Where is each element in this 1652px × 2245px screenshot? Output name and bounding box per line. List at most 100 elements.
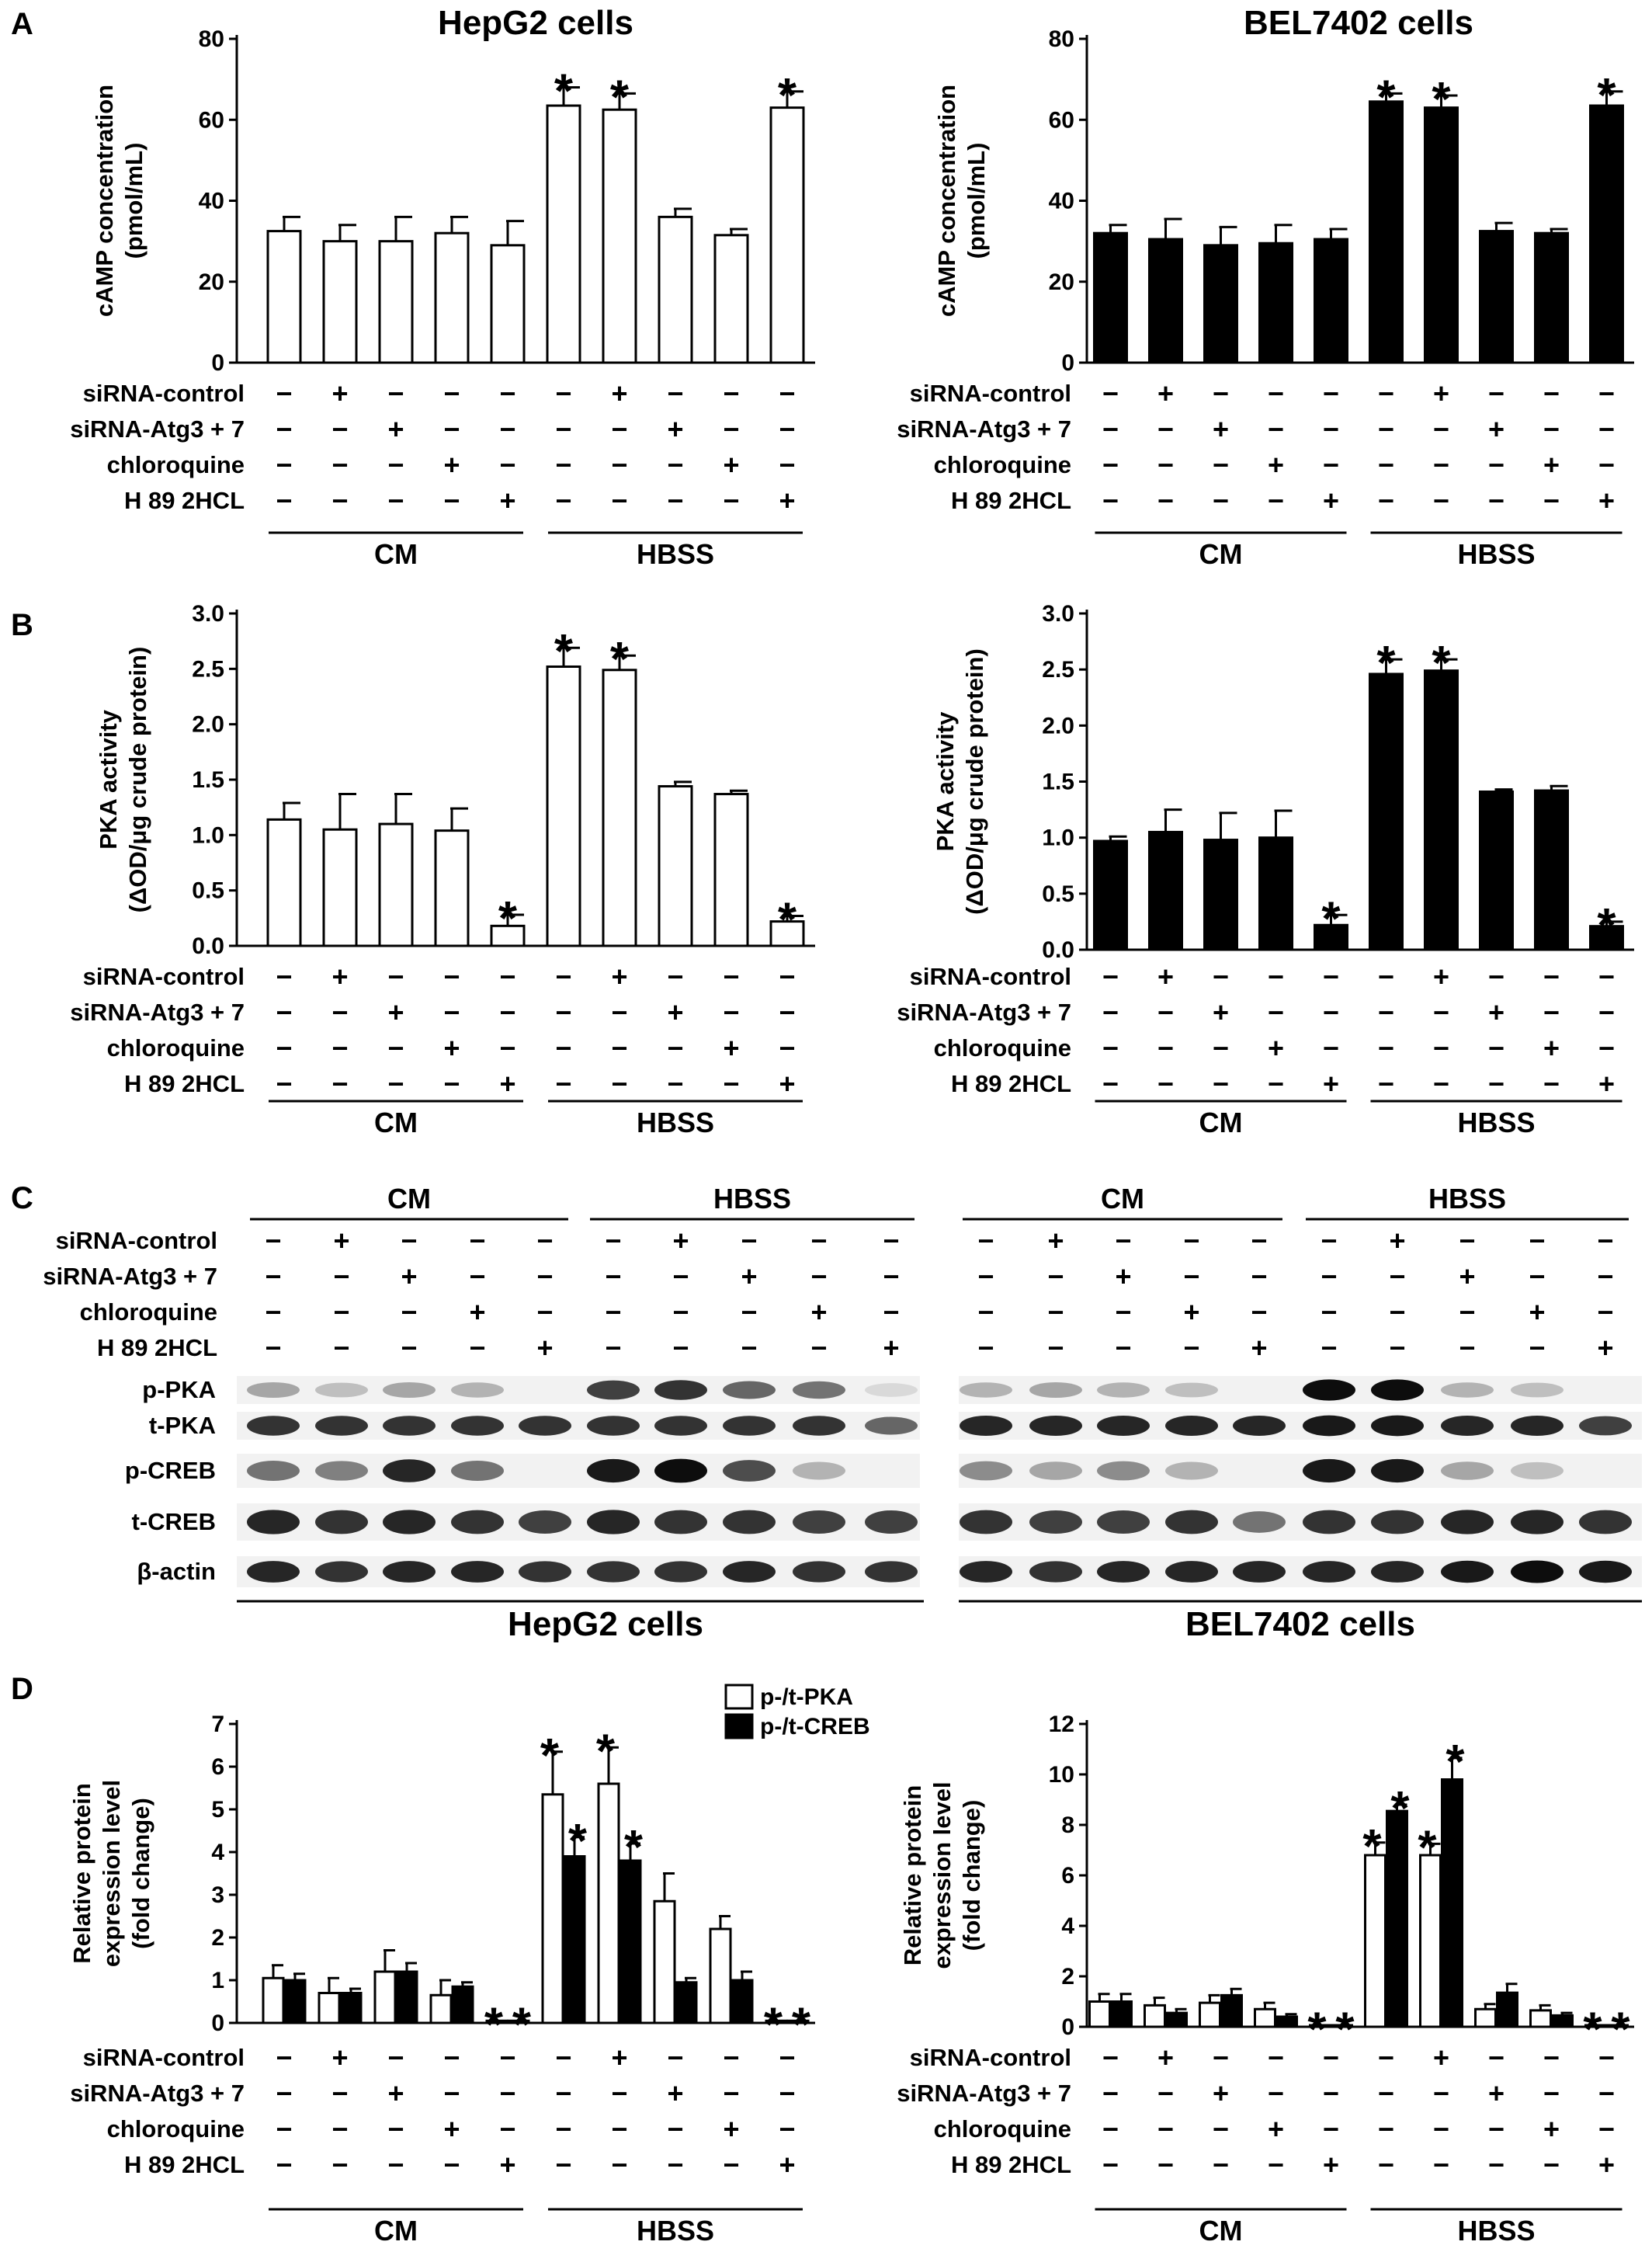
blot-band bbox=[1097, 1415, 1150, 1437]
significance-star: * bbox=[792, 1998, 811, 2052]
sign-mark: + bbox=[672, 1225, 689, 1256]
y-tick-label: 2.0 bbox=[192, 712, 224, 738]
sign-mark: − bbox=[1102, 961, 1119, 992]
sign-mark: − bbox=[1323, 413, 1339, 445]
sign-mark: − bbox=[1251, 1225, 1267, 1256]
sign-mark: − bbox=[723, 2077, 739, 2109]
blot-band bbox=[315, 1510, 368, 1534]
sign-mark: + bbox=[1268, 2113, 1284, 2145]
y-tick-label: 3 bbox=[211, 1882, 224, 1908]
y-axis-label: (fold change) bbox=[127, 1798, 154, 1949]
sign-mark: − bbox=[1529, 1225, 1545, 1256]
sign-mark: − bbox=[611, 2077, 627, 2109]
sign-mark: − bbox=[443, 2077, 460, 2109]
bar bbox=[602, 108, 637, 364]
significance-star: * bbox=[1376, 71, 1396, 124]
bar bbox=[1254, 2007, 1276, 2028]
sign-mark: − bbox=[1102, 2149, 1119, 2181]
sign-mark: − bbox=[1183, 1225, 1199, 1256]
bar bbox=[1386, 1809, 1408, 2028]
sign-mark: − bbox=[555, 485, 571, 516]
bar bbox=[434, 829, 470, 947]
blot-band bbox=[1233, 1415, 1286, 1437]
blot-band bbox=[960, 1510, 1012, 1534]
sign-mark: − bbox=[1433, 1032, 1449, 1064]
sign-mark: + bbox=[1488, 996, 1504, 1028]
sign-mark: + bbox=[333, 1225, 349, 1256]
sign-mark: − bbox=[1102, 377, 1119, 409]
y-tick-label: 2 bbox=[1061, 1964, 1074, 1990]
bar bbox=[507, 2019, 530, 2024]
sign-mark: − bbox=[265, 1296, 281, 1328]
sign-mark: − bbox=[331, 996, 348, 1028]
sign-mark: − bbox=[1543, 996, 1560, 1028]
chart-a-bel7402: BEL7402 cells 0 20 40 60 80 cAMP concentration… bbox=[897, 4, 1634, 570]
bar bbox=[266, 230, 302, 364]
sign-mark: − bbox=[1543, 2077, 1560, 2109]
sign-mark: − bbox=[1597, 1296, 1613, 1328]
sign-mark: + bbox=[1183, 1296, 1199, 1328]
sign-mark: + bbox=[1598, 485, 1615, 516]
sign-mark: − bbox=[977, 1225, 994, 1256]
sign-mark: + bbox=[387, 2077, 404, 2109]
bar bbox=[1203, 244, 1238, 364]
sign-mark: − bbox=[443, 2042, 460, 2073]
bar bbox=[1364, 1854, 1386, 2028]
sign-mark: − bbox=[276, 2042, 292, 2073]
sign-mark: + bbox=[1047, 1225, 1064, 1256]
legend-swatch bbox=[724, 1713, 754, 1739]
sign-mark: + bbox=[1251, 1332, 1267, 1364]
sign-mark: − bbox=[401, 1296, 417, 1328]
y-axis-label: Relative protein bbox=[68, 1783, 95, 1964]
sign-mark: − bbox=[1488, 2113, 1504, 2145]
bar bbox=[1551, 2014, 1574, 2028]
bar bbox=[1479, 230, 1514, 364]
sign-mark: − bbox=[779, 2113, 795, 2145]
blot-band bbox=[451, 1510, 504, 1534]
blot-band bbox=[451, 1382, 504, 1398]
bar bbox=[283, 1979, 307, 2024]
sign-mark: − bbox=[1433, 2149, 1449, 2181]
blot-band bbox=[247, 1510, 300, 1534]
bar bbox=[490, 924, 526, 947]
sign-mark: − bbox=[779, 2042, 795, 2073]
sign-mark: − bbox=[1488, 1068, 1504, 1100]
condition-label: chloroquine bbox=[80, 1298, 217, 1326]
sign-mark: − bbox=[1268, 377, 1284, 409]
condition-label: H 89 2HCL bbox=[124, 487, 245, 514]
sign-mark: − bbox=[1598, 413, 1615, 445]
bar bbox=[653, 1899, 676, 2024]
sign-mark: − bbox=[810, 1225, 827, 1256]
sign-mark: + bbox=[1157, 377, 1174, 409]
sign-mark: + bbox=[443, 449, 460, 481]
blot-band bbox=[1579, 1510, 1632, 1534]
y-axis-label: Relative protein bbox=[899, 1785, 926, 1966]
bar bbox=[1199, 2001, 1221, 2028]
sign-mark: − bbox=[611, 449, 627, 481]
blot-band bbox=[865, 1416, 918, 1435]
sign-mark: − bbox=[387, 961, 404, 992]
sign-mark: − bbox=[779, 1032, 795, 1064]
bar bbox=[1258, 836, 1293, 951]
significance-star: * bbox=[1362, 1820, 1382, 1874]
blot-band bbox=[1511, 1510, 1564, 1534]
blot-band bbox=[1579, 1560, 1632, 1583]
chart-d-hepg2: 0 1 2 3 4 5 6 7 Relative protein expression level… bbox=[68, 1684, 870, 2245]
blot-row-label: p-CREB bbox=[125, 1457, 216, 1484]
sign-mark: − bbox=[1213, 2042, 1229, 2073]
sign-mark: − bbox=[443, 2149, 460, 2181]
sign-mark: − bbox=[1115, 1225, 1131, 1256]
blot-band bbox=[1441, 1461, 1494, 1480]
sign-mark: + bbox=[499, 2149, 515, 2181]
blot-band bbox=[960, 1561, 1012, 1583]
sign-mark: − bbox=[1378, 2042, 1394, 2073]
bar bbox=[1309, 2024, 1331, 2028]
blot-band bbox=[1511, 1382, 1564, 1398]
sign-mark: − bbox=[1378, 2113, 1394, 2145]
significance-star: * bbox=[596, 1725, 616, 1778]
sign-mark: − bbox=[611, 2149, 627, 2181]
sign-mark: − bbox=[1598, 1032, 1615, 1064]
panel-letter-a: A bbox=[11, 7, 33, 41]
blot-band bbox=[247, 1416, 300, 1436]
sign-mark: − bbox=[1598, 2042, 1615, 2073]
